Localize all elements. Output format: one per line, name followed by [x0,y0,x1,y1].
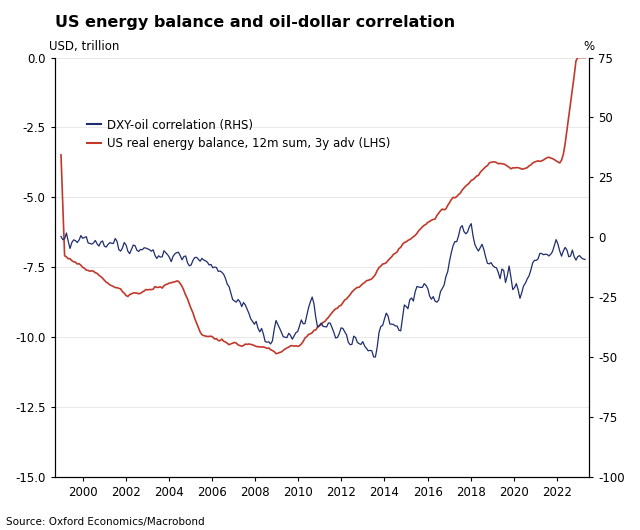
Text: US energy balance and oil-dollar correlation: US energy balance and oil-dollar correla… [54,15,454,30]
Text: Source: Oxford Economics/Macrobond: Source: Oxford Economics/Macrobond [6,517,205,527]
Legend: DXY-oil correlation (RHS), US real energy balance, 12m sum, 3y adv (LHS): DXY-oil correlation (RHS), US real energ… [82,114,395,155]
Text: %: % [584,40,595,54]
Text: USD, trillion: USD, trillion [49,40,120,54]
